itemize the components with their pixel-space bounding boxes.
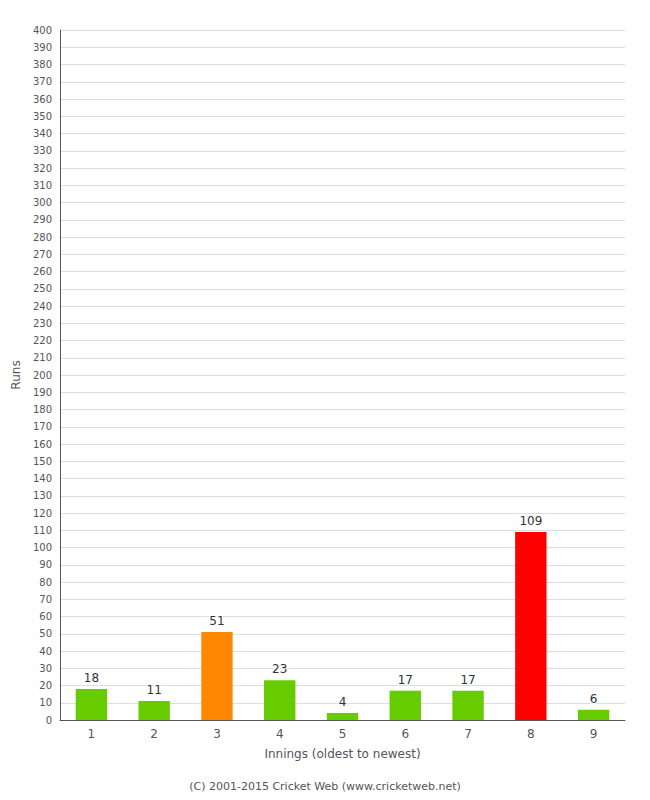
svg-text:310: 310 bbox=[33, 180, 52, 191]
svg-text:110: 110 bbox=[33, 525, 52, 536]
svg-text:51: 51 bbox=[209, 614, 224, 628]
svg-text:11: 11 bbox=[147, 683, 162, 697]
svg-text:280: 280 bbox=[33, 232, 52, 243]
svg-text:4: 4 bbox=[339, 695, 347, 709]
svg-text:30: 30 bbox=[39, 663, 52, 674]
svg-text:4: 4 bbox=[276, 727, 284, 741]
svg-text:370: 370 bbox=[33, 76, 52, 87]
svg-text:140: 140 bbox=[33, 473, 52, 484]
svg-text:7: 7 bbox=[464, 727, 472, 741]
svg-text:70: 70 bbox=[39, 594, 52, 605]
svg-text:(C) 2001-2015 Cricket Web (www: (C) 2001-2015 Cricket Web (www.cricketwe… bbox=[189, 780, 461, 793]
svg-text:400: 400 bbox=[33, 25, 52, 36]
svg-text:290: 290 bbox=[33, 214, 52, 225]
svg-text:330: 330 bbox=[33, 145, 52, 156]
svg-text:3: 3 bbox=[213, 727, 221, 741]
svg-text:230: 230 bbox=[33, 318, 52, 329]
svg-text:90: 90 bbox=[39, 559, 52, 570]
svg-text:Runs: Runs bbox=[9, 360, 23, 389]
svg-text:2: 2 bbox=[150, 727, 158, 741]
svg-text:350: 350 bbox=[33, 111, 52, 122]
svg-text:380: 380 bbox=[33, 59, 52, 70]
svg-text:240: 240 bbox=[33, 301, 52, 312]
svg-text:340: 340 bbox=[33, 128, 52, 139]
svg-text:130: 130 bbox=[33, 490, 52, 501]
svg-text:0: 0 bbox=[46, 715, 52, 726]
svg-text:260: 260 bbox=[33, 266, 52, 277]
svg-text:50: 50 bbox=[39, 628, 52, 639]
svg-text:100: 100 bbox=[33, 542, 52, 553]
svg-text:109: 109 bbox=[519, 514, 542, 528]
svg-text:180: 180 bbox=[33, 404, 52, 415]
svg-text:20: 20 bbox=[39, 680, 52, 691]
svg-text:300: 300 bbox=[33, 197, 52, 208]
svg-text:390: 390 bbox=[33, 42, 52, 53]
svg-text:190: 190 bbox=[33, 387, 52, 398]
svg-text:6: 6 bbox=[401, 727, 409, 741]
svg-text:18: 18 bbox=[84, 671, 99, 685]
svg-text:210: 210 bbox=[33, 352, 52, 363]
svg-text:9: 9 bbox=[590, 727, 598, 741]
svg-text:150: 150 bbox=[33, 456, 52, 467]
svg-text:17: 17 bbox=[460, 673, 475, 687]
svg-text:6: 6 bbox=[590, 692, 598, 706]
svg-text:270: 270 bbox=[33, 249, 52, 260]
svg-text:80: 80 bbox=[39, 577, 52, 588]
svg-text:250: 250 bbox=[33, 283, 52, 294]
svg-text:Innings (oldest to newest): Innings (oldest to newest) bbox=[264, 747, 420, 761]
svg-text:200: 200 bbox=[33, 370, 52, 381]
svg-text:320: 320 bbox=[33, 163, 52, 174]
svg-text:8: 8 bbox=[527, 727, 535, 741]
svg-text:120: 120 bbox=[33, 508, 52, 519]
svg-text:170: 170 bbox=[33, 421, 52, 432]
svg-text:360: 360 bbox=[33, 94, 52, 105]
svg-text:40: 40 bbox=[39, 646, 52, 657]
svg-text:60: 60 bbox=[39, 611, 52, 622]
svg-text:160: 160 bbox=[33, 439, 52, 450]
svg-text:220: 220 bbox=[33, 335, 52, 346]
svg-text:23: 23 bbox=[272, 662, 287, 676]
svg-text:1: 1 bbox=[88, 727, 96, 741]
svg-text:5: 5 bbox=[339, 727, 347, 741]
svg-text:10: 10 bbox=[39, 697, 52, 708]
svg-text:17: 17 bbox=[398, 673, 413, 687]
